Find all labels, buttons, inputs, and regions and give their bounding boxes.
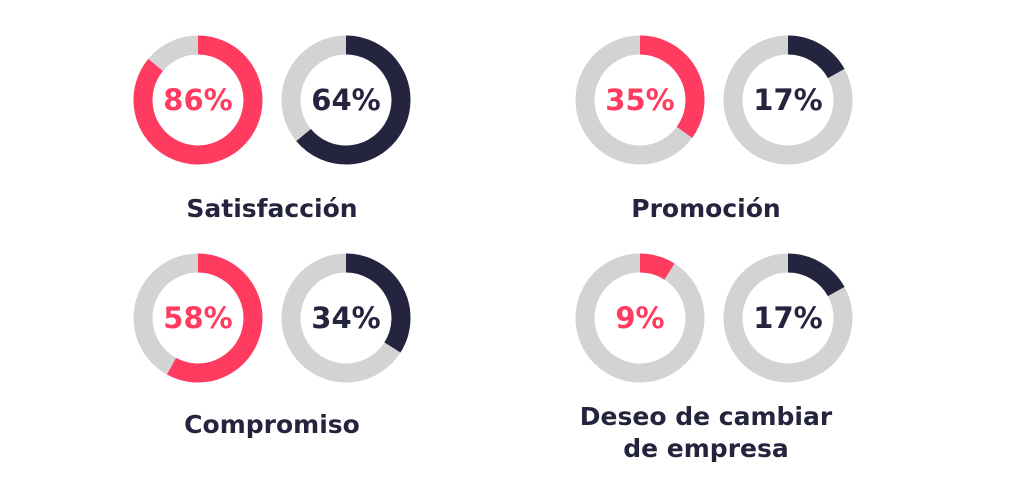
donut-title: Compromiso [184,410,360,439]
donut-arc [639,253,675,280]
donut-arc [345,253,411,353]
donut-value: 34% [311,301,380,335]
donut-value: 58% [163,301,232,335]
donut-arc [133,35,263,165]
donut-title: Satisfacción [186,194,357,223]
donut-arc [296,35,411,165]
donut-arc [787,253,845,297]
donut-value: 64% [311,83,380,117]
donut-title: Promoción [631,194,780,223]
donut-value: 35% [605,83,674,117]
donut-value: 9% [615,301,664,335]
donut-value: 17% [753,83,822,117]
donut-arc [166,253,263,383]
donut-arc [639,35,705,138]
donut-value: 86% [163,83,232,117]
donut-arc [787,35,845,79]
donut-title: de empresa [623,434,789,463]
donut-value: 17% [753,301,822,335]
donut-title: Deseo de cambiar [580,402,833,431]
